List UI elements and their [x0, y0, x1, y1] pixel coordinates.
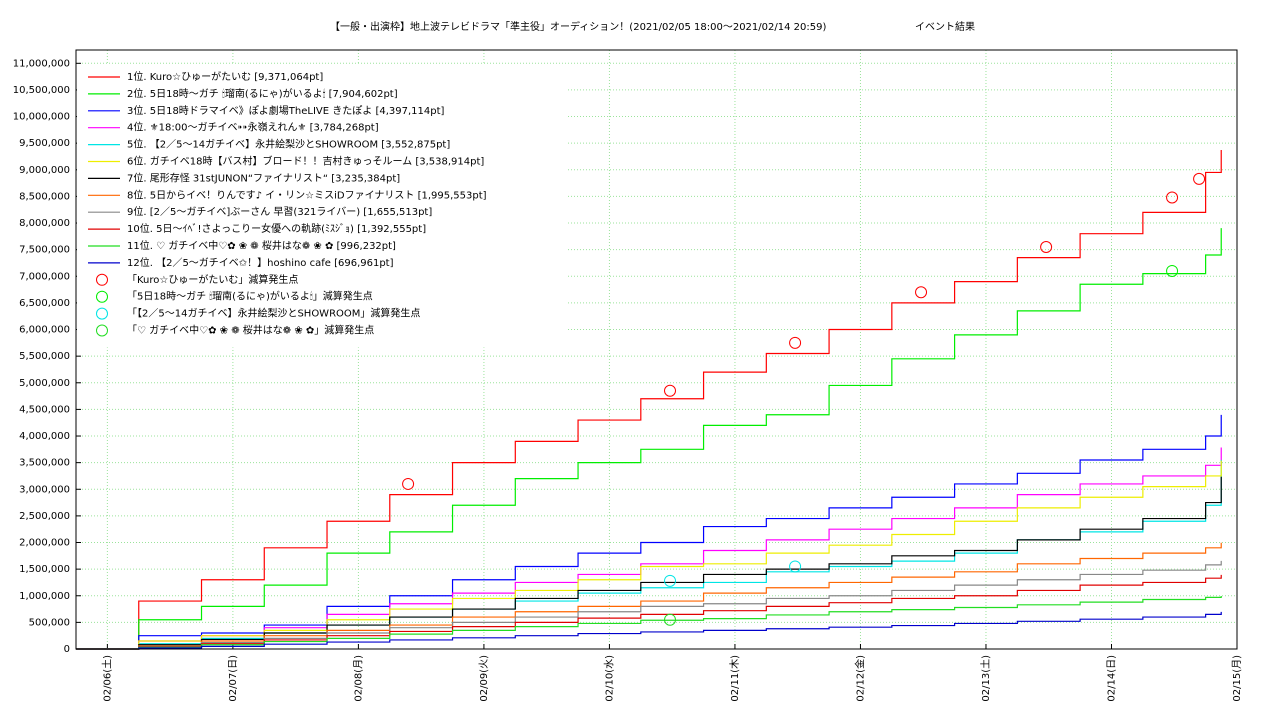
series-line [76, 611, 1222, 650]
marker [664, 574, 677, 587]
series-line [76, 595, 1222, 650]
plot-frame [75, 49, 1238, 650]
series-line [76, 460, 1222, 650]
y-tick-label: 6,500,000 [19, 298, 70, 309]
x-tick-label: 02/06(土) [100, 655, 113, 702]
y-tick-label: 1,500,000 [19, 564, 70, 575]
legend-label: 6位. ガチイベ18時【バス村】ブロード！！吉村きゅっそルーム [3,538,9… [127, 155, 484, 168]
legend-label: 1位. Kuro☆ひゅーがたいむ [9,371,064pt] [127, 70, 323, 83]
legend-label: 「♡ ガチイベ中♡✿ ❀ ❁ 桜井はな❁ ❀ ✿」減算発生点 [127, 324, 374, 337]
marker [789, 560, 802, 573]
x-tick-label: 02/11(木) [729, 655, 741, 702]
y-tick-label: 2,000,000 [19, 538, 70, 549]
x-tick-label: 02/13(土) [979, 655, 992, 702]
series-line [76, 542, 1222, 650]
y-tick-label: 4,000,000 [19, 431, 70, 442]
marker [664, 613, 677, 626]
legend-label: 12位. 【2／5〜ガチイベ✩！】hoshino cafe [696,961pt… [127, 256, 394, 269]
marker [915, 286, 928, 299]
marker [789, 336, 802, 349]
legend-label: 9位. [2／5〜ガチイベ]ぶーさん 早習(321ライバー) [1,655,51… [127, 205, 432, 218]
marker [1166, 264, 1179, 277]
y-tick-label: 0 [64, 644, 70, 655]
legend-label: 7位. 尾形存怪 31stJUNON“ファイナリスト“ [3,235,384pt… [127, 171, 400, 184]
marker [1193, 172, 1206, 185]
y-tick-label: 1,000,000 [19, 591, 70, 602]
marker [1166, 191, 1179, 204]
y-tick-label: 2,500,000 [19, 511, 70, 522]
y-tick-label: 6,000,000 [19, 325, 70, 336]
x-tick-label: 02/10(水) [603, 655, 615, 702]
series-line [76, 150, 1222, 650]
y-tick-label: 4,500,000 [19, 404, 70, 415]
series-line [76, 560, 1222, 650]
y-tick-label: 5,500,000 [19, 351, 70, 362]
x-tick-label: 02/12(金) [853, 655, 866, 702]
legend-label: 4位. ⚜18:00〜ガチイベ⁍⁍永嶺えれん⚜ [3,784,268pt] [127, 121, 379, 134]
chart-subtitle: イベント結果 [915, 20, 975, 33]
y-tick-label: 8,500,000 [19, 191, 70, 202]
series-line [76, 414, 1222, 650]
y-tick-label: 7,500,000 [19, 245, 70, 256]
series-line [76, 228, 1222, 650]
x-tick-label: 02/09(火) [478, 655, 490, 702]
legend-label: 3位. 5日18時ドラマイベ》ぽよ劇場TheLIVE きたぽよ [4,397,1… [127, 104, 445, 117]
y-tick-label: 7,000,000 [19, 271, 70, 282]
y-tick-label: 9,000,000 [19, 165, 70, 176]
x-tick-label: 02/08(月) [352, 655, 364, 702]
marker [664, 384, 677, 397]
x-tick-label: 02/07(日) [228, 655, 239, 702]
legend-swatch [96, 324, 108, 337]
y-tick-label: 5,000,000 [19, 378, 70, 389]
y-tick-label: 3,500,000 [19, 458, 70, 469]
legend-label: 10位. 5日〜ｲﾍﾞ!さよっこりー女優への軌跡(ﾐｽｼﾞｮ) [1,392,5… [127, 222, 426, 235]
legend-label: 2位. 5日18時〜ガチ 🕯瑠南(るにゃ)がいるよ🕯 [7,904,602pt] [127, 87, 398, 100]
y-tick-label: 10,000,000 [13, 112, 70, 123]
y-tick-label: 11,000,000 [13, 58, 70, 69]
y-tick-label: 10,500,000 [13, 85, 70, 96]
x-tick-label: 02/14(日) [1106, 655, 1117, 702]
x-tick-label: 02/15(月) [1231, 655, 1243, 702]
legend-label: 「【2／5〜14ガチイベ】永井絵梨沙とSHOWROOM」減算発生点 [127, 307, 420, 320]
y-tick-label: 500,000 [29, 617, 70, 628]
y-tick-label: 9,500,000 [19, 138, 70, 149]
legend-label: 11位. ♡ ガチイベ中♡✿ ❀ ❁ 桜井はな❁ ❀ ✿ [996,232pt] [127, 239, 396, 252]
series-line [76, 447, 1222, 650]
marker [1040, 241, 1053, 254]
legend-label: 8位. 5日からイベ！りんです♪ イ・リン☆ミスiDファイナリスト [1,995… [127, 188, 487, 201]
legend-swatch [96, 273, 108, 286]
series-line [76, 476, 1222, 650]
y-tick-label: 8,000,000 [19, 218, 70, 229]
legend-label: 「Kuro☆ひゅーがたいむ」減算発生点 [127, 273, 298, 286]
series-line [76, 574, 1222, 650]
legend-swatch [96, 290, 108, 303]
y-tick-label: 3,000,000 [19, 484, 70, 495]
chart-title: 【一般・出演枠】地上波テレビドラマ「準主役」オーディション！(2021/02/0… [330, 20, 826, 33]
legend-box [77, 65, 567, 348]
legend-swatch [96, 307, 108, 320]
marker [402, 477, 415, 490]
legend-label: 「5日18時〜ガチ 🕯瑠南(るにゃ)がいるよ🕯」減算発生点 [127, 290, 373, 303]
legend-label: 5位. 【2／5〜14ガチイベ】永井絵梨沙とSHOWROOM [3,552,87… [127, 138, 450, 151]
